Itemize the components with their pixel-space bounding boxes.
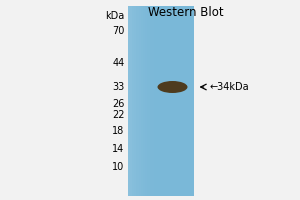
Text: 10: 10 [112,162,124,172]
Bar [130,6,132,196]
Text: 22: 22 [112,110,124,120]
Bar [154,6,156,196]
Text: 14: 14 [112,144,124,154]
Text: Western Blot: Western Blot [148,6,224,19]
Bar [158,6,160,196]
Bar [152,6,154,196]
Bar [149,6,152,196]
Bar [143,6,145,196]
Bar [147,6,149,196]
Bar [156,6,158,196]
Text: 33: 33 [112,82,124,92]
Bar [134,6,136,196]
Bar [136,6,139,196]
Ellipse shape [158,81,188,93]
Text: 70: 70 [112,26,124,36]
Text: 26: 26 [112,99,124,109]
Bar [139,6,141,196]
Bar [128,6,194,196]
Text: kDa: kDa [105,11,124,21]
Bar [141,6,143,196]
Bar [128,6,130,196]
Text: 44: 44 [112,58,124,68]
Bar [145,6,147,196]
Bar [132,6,134,196]
Text: 18: 18 [112,126,124,136]
Text: ←34kDa: ←34kDa [209,82,249,92]
